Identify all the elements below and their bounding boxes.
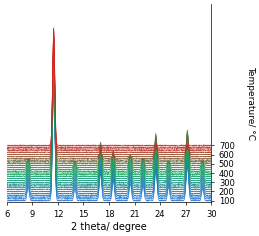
Y-axis label: Temperature/ °C: Temperature/ °C bbox=[246, 66, 255, 140]
X-axis label: 2 theta/ degree: 2 theta/ degree bbox=[71, 222, 147, 232]
